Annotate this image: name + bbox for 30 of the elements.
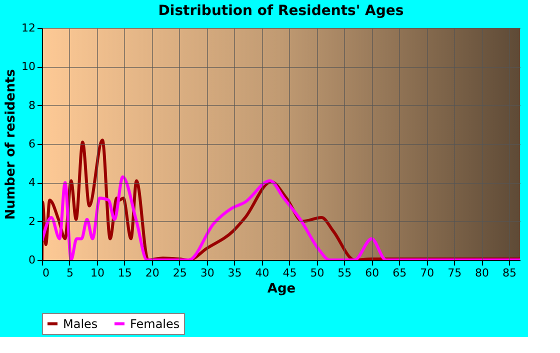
x-tick-label: 15 [118, 266, 132, 280]
y-tick-label: 4 [28, 176, 36, 190]
x-tick-label: 20 [145, 266, 160, 280]
x-tick-label: 45 [282, 266, 297, 280]
y-tick-label: 6 [28, 138, 36, 150]
y-tick-label: 10 [22, 60, 36, 74]
legend-label: Males [63, 316, 98, 331]
x-tick-label: 35 [228, 266, 242, 280]
x-tick-label: 25 [172, 266, 187, 280]
chart-title: Distribution of Residents' Ages [158, 3, 404, 19]
x-tick-label: 55 [338, 266, 352, 280]
x-tick-label: 75 [448, 266, 462, 280]
x-tick-label: 0 [42, 266, 50, 280]
x-tick-label: 70 [420, 266, 434, 280]
y-tick-label: 2 [28, 214, 36, 228]
y-tick-label: 12 [22, 22, 36, 34]
x-tick-label: 40 [255, 266, 270, 280]
x-tick-label: 5 [66, 266, 74, 280]
y-tick-label: 0 [28, 254, 36, 266]
x-tick-label: 10 [90, 266, 104, 280]
x-tick-label: 30 [200, 266, 214, 280]
legend-label: Females [130, 316, 180, 331]
y-axis-title: Number of residents [4, 68, 19, 220]
x-tick-label: 85 [502, 266, 517, 280]
x-tick-label: 65 [392, 266, 407, 280]
x-tick-label: 60 [365, 266, 380, 280]
y-tick-label: 8 [28, 98, 36, 112]
x-tick-label: 80 [475, 266, 490, 280]
x-axis-title: Age [267, 282, 296, 296]
x-tick-label: 50 [310, 266, 324, 280]
